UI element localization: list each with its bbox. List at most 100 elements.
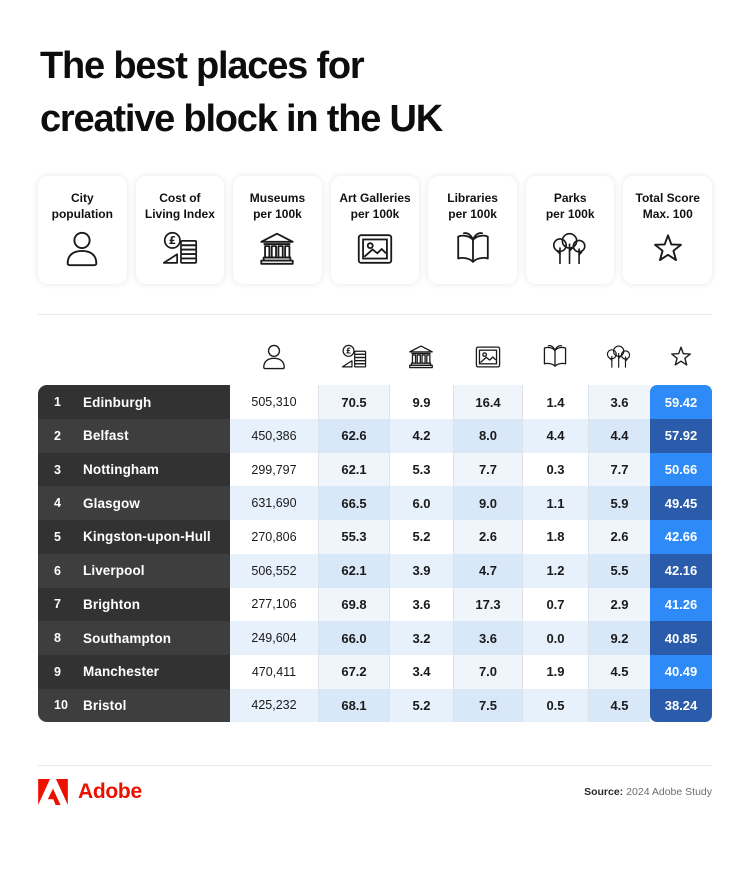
- legend-card: Parks per 100k: [525, 176, 615, 285]
- city-cell: 7 Brighton: [38, 587, 230, 622]
- frame-icon: [353, 228, 397, 270]
- art-galleries-cell: 7.7: [453, 452, 522, 487]
- libraries-cell: 1.2: [522, 553, 588, 588]
- city-cell: 1 Edinburgh: [38, 385, 230, 420]
- total-score-cell: 40.85: [650, 621, 712, 655]
- person-icon: [230, 336, 318, 378]
- total-score-cell: 41.26: [650, 587, 712, 622]
- legend-card-label: Cost of Living Index: [144, 191, 215, 221]
- city-name: Belfast: [83, 428, 129, 444]
- rank-label: 9: [54, 664, 61, 679]
- parks-cell: 5.9: [588, 486, 650, 521]
- museums-cell: 3.6: [389, 587, 453, 622]
- cost-of-living-cell: 69.8: [318, 587, 389, 622]
- infographic: The best places for creative block in th…: [0, 40, 750, 806]
- book-icon: [451, 228, 495, 270]
- museums-cell: 5.2: [389, 688, 453, 723]
- museum-icon: [255, 228, 299, 270]
- cost-of-living-cell: 66.0: [318, 621, 389, 655]
- star-icon: [650, 336, 712, 378]
- city-name: Liverpool: [83, 563, 145, 579]
- art-galleries-cell: 17.3: [453, 587, 522, 622]
- population-cell: 505,310: [251, 395, 297, 410]
- rank-label: 5: [54, 529, 61, 544]
- population-cell: 470,411: [251, 664, 297, 679]
- legend-card-label: Parks per 100k: [545, 191, 595, 221]
- museums-cell: 4.2: [389, 419, 453, 453]
- museums-cell: 3.9: [389, 553, 453, 588]
- coins-icon: £: [158, 228, 202, 270]
- legend-cards: City population Cost of Living Index £ Muse…: [38, 176, 713, 285]
- city-cell: 4 Glasgow: [38, 486, 230, 521]
- rank-label: 3: [54, 462, 61, 477]
- total-score-cell: 38.24: [650, 688, 712, 723]
- cost-of-living-cell: 62.1: [318, 553, 389, 588]
- libraries-cell: 0.7: [522, 587, 588, 622]
- city-name: Bristol: [83, 697, 127, 713]
- svg-text:£: £: [345, 347, 350, 356]
- art-galleries-cell: 7.5: [453, 688, 522, 723]
- city-name: Brighton: [83, 596, 141, 612]
- rank-label: 6: [54, 563, 61, 578]
- parks-cell: 9.2: [588, 621, 650, 655]
- trees-icon: [548, 228, 592, 270]
- total-score-cell: 57.92: [650, 419, 712, 453]
- page-title: The best places for creative block in th…: [40, 45, 443, 141]
- population-cell: 425,232: [230, 688, 318, 723]
- libraries-cell: 0.5: [522, 688, 588, 723]
- population-cell: 277,106: [251, 597, 297, 612]
- rank-label: 4: [54, 496, 61, 511]
- star-icon: [646, 228, 690, 270]
- legend-card-label: Total Score Max. 100: [635, 191, 700, 221]
- rank-label: 1: [54, 395, 61, 410]
- cost-of-living-cell: 62.1: [318, 452, 389, 487]
- cost-of-living-cell: 70.5: [318, 385, 389, 420]
- population-cell: 631,690: [230, 486, 318, 521]
- libraries-cell: 1.4: [522, 385, 588, 420]
- city-cell: 10 Bristol: [38, 688, 230, 723]
- museums-cell: 6.0: [389, 486, 453, 521]
- cost-of-living-cell: 67.2: [318, 654, 389, 689]
- source-label: Source:: [584, 786, 624, 799]
- legend-card: City population: [38, 176, 127, 285]
- legend-card-label: Libraries per 100k: [447, 191, 498, 221]
- museums-cell: 3.4: [389, 654, 453, 689]
- city-cell: 6 Liverpool: [38, 553, 230, 588]
- city-name: Edinburgh: [83, 394, 152, 410]
- trees-icon: [588, 336, 650, 378]
- parks-cell: 5.5: [588, 553, 650, 588]
- parks-cell: 4.5: [588, 654, 650, 689]
- book-icon: [522, 336, 588, 378]
- museums-cell: 3.2: [389, 621, 453, 655]
- legend-card: Cost of Living Index £: [135, 176, 225, 285]
- city-cell: 2 Belfast: [38, 419, 230, 453]
- coins-icon: £: [318, 336, 389, 378]
- legend-card: Total Score Max. 100: [623, 176, 713, 285]
- person-icon: [60, 228, 104, 270]
- parks-cell: 4.5: [588, 688, 650, 723]
- art-galleries-cell: 2.6: [453, 520, 522, 554]
- museums-cell: 9.9: [389, 385, 453, 420]
- source-text: Source: 2024 Adobe Study: [584, 786, 712, 798]
- rank-label: 10: [54, 698, 68, 713]
- city-cell: 5 Kingston-upon-Hull: [38, 520, 230, 554]
- population-cell: 450,386: [230, 419, 318, 453]
- art-galleries-cell: 3.6: [453, 621, 522, 655]
- population-cell: 506,552: [230, 553, 318, 588]
- libraries-cell: 4.4: [522, 419, 588, 453]
- museum-icon: [389, 336, 453, 378]
- adobe-logo-icon: [38, 779, 68, 806]
- population-cell: 270,806: [251, 529, 297, 544]
- total-score-cell: 49.45: [650, 486, 712, 521]
- legend-card-label: City population: [51, 191, 113, 221]
- cost-of-living-cell: 68.1: [318, 688, 389, 723]
- adobe-brand: Adobe: [38, 779, 142, 806]
- source-value: 2024 Adobe Study: [626, 786, 712, 799]
- divider-top: [38, 314, 712, 316]
- rank-label: 7: [54, 597, 61, 612]
- libraries-cell: 0.3: [522, 452, 588, 487]
- rank-label: 8: [54, 631, 61, 646]
- libraries-cell: 1.8: [522, 520, 588, 554]
- population-cell: 299,797: [251, 462, 297, 477]
- legend-card: Museums per 100k: [233, 176, 322, 285]
